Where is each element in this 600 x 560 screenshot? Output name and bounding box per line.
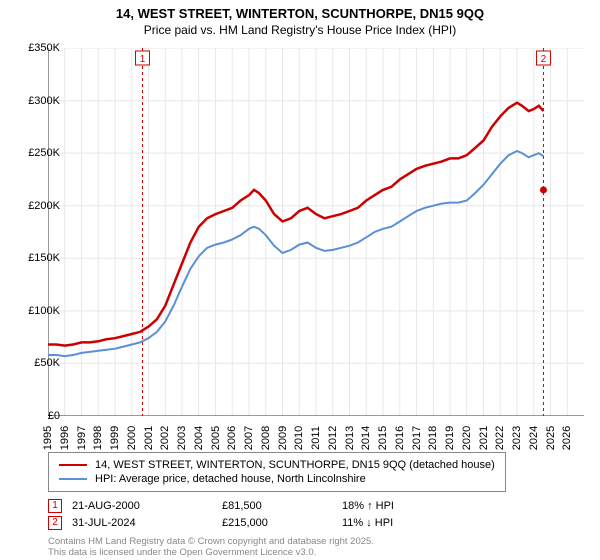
end-point-marker	[540, 186, 547, 193]
x-tick-label: 1996	[59, 426, 71, 450]
y-tick-label: £0	[48, 410, 60, 422]
x-tick-label: 1999	[109, 426, 121, 450]
chart-svg: 12	[48, 48, 584, 416]
x-tick-label: 2001	[143, 426, 155, 450]
x-tick-label: 2024	[528, 426, 540, 450]
x-tick-label: 2017	[411, 426, 423, 450]
x-tick-label: 2007	[243, 426, 255, 450]
y-tick-label: £300K	[28, 95, 60, 107]
data-point-price: £81,500	[222, 500, 342, 512]
title-block: 14, WEST STREET, WINTERTON, SCUNTHORPE, …	[0, 0, 600, 37]
x-tick-label: 1997	[76, 426, 88, 450]
y-tick-label: £100K	[28, 305, 60, 317]
x-tick-label: 2014	[360, 426, 372, 450]
x-tick-label: 2021	[478, 426, 490, 450]
data-point-change: 18% ↑ HPI	[342, 500, 462, 512]
svg-text:1: 1	[140, 54, 146, 65]
x-tick-label: 2004	[193, 426, 205, 450]
x-tick-label: 2002	[159, 426, 171, 450]
svg-text:2: 2	[541, 54, 547, 65]
x-tick-label: 2003	[176, 426, 188, 450]
data-point-date: 21-AUG-2000	[72, 500, 222, 512]
x-tick-label: 2005	[210, 426, 222, 450]
data-point-rows: 1 21-AUG-2000£81,50018% ↑ HPI 2 31-JUL-2024…	[48, 496, 462, 533]
series-hpi	[48, 151, 544, 356]
x-tick-label: 2019	[444, 426, 456, 450]
legend-row: HPI: Average price, detached house, Nort…	[59, 473, 495, 485]
x-tick-label: 2022	[494, 426, 506, 450]
x-tick-label: 2011	[310, 426, 322, 450]
legend-label: HPI: Average price, detached house, Nort…	[95, 473, 366, 485]
data-point-marker: 2	[48, 516, 62, 530]
series-price_paid	[48, 103, 544, 346]
data-point-row: 1 21-AUG-2000£81,50018% ↑ HPI	[48, 499, 462, 513]
x-tick-label: 2026	[561, 426, 573, 450]
x-tick-label: 2015	[377, 426, 389, 450]
legend-label: 14, WEST STREET, WINTERTON, SCUNTHORPE, …	[95, 459, 495, 471]
data-point-price: £215,000	[222, 517, 342, 529]
legend-row: 14, WEST STREET, WINTERTON, SCUNTHORPE, …	[59, 459, 495, 471]
title-line1: 14, WEST STREET, WINTERTON, SCUNTHORPE, …	[0, 6, 600, 21]
title-line2: Price paid vs. HM Land Registry's House …	[0, 23, 600, 37]
x-tick-label: 2023	[511, 426, 523, 450]
y-tick-label: £250K	[28, 147, 60, 159]
legend-swatch	[59, 464, 87, 466]
footer-line1: Contains HM Land Registry data © Crown c…	[48, 536, 374, 547]
x-tick-label: 2016	[394, 426, 406, 450]
x-tick-label: 2020	[461, 426, 473, 450]
data-point-marker: 1	[48, 499, 62, 513]
footer-line2: This data is licensed under the Open Gov…	[48, 547, 374, 558]
data-point-row: 2 31-JUL-2024£215,00011% ↓ HPI	[48, 516, 462, 530]
y-tick-label: £200K	[28, 200, 60, 212]
x-tick-label: 2013	[344, 426, 356, 450]
footer-text: Contains HM Land Registry data © Crown c…	[48, 536, 374, 559]
y-tick-label: £150K	[28, 252, 60, 264]
x-tick-label: 1995	[42, 426, 54, 450]
x-tick-label: 2018	[427, 426, 439, 450]
y-tick-label: £350K	[28, 42, 60, 54]
legend-swatch	[59, 478, 87, 480]
y-tick-label: £50K	[34, 357, 60, 369]
x-tick-label: 2008	[260, 426, 272, 450]
x-tick-label: 2010	[293, 426, 305, 450]
legend-box: 14, WEST STREET, WINTERTON, SCUNTHORPE, …	[48, 452, 506, 492]
x-tick-label: 1998	[92, 426, 104, 450]
x-tick-label: 2000	[126, 426, 138, 450]
data-point-change: 11% ↓ HPI	[342, 517, 462, 529]
x-tick-label: 2025	[545, 426, 557, 450]
chart-container: 14, WEST STREET, WINTERTON, SCUNTHORPE, …	[0, 0, 600, 560]
x-tick-label: 2012	[327, 426, 339, 450]
data-point-date: 31-JUL-2024	[72, 517, 222, 529]
x-tick-label: 2009	[277, 426, 289, 450]
x-tick-label: 2006	[226, 426, 238, 450]
